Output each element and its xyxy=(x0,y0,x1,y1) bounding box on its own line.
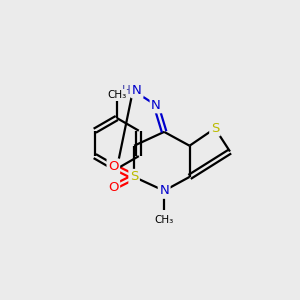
Text: O: O xyxy=(108,181,119,194)
Text: S: S xyxy=(130,170,138,183)
Text: CH₃: CH₃ xyxy=(107,89,126,100)
Text: S: S xyxy=(211,122,219,135)
Text: H: H xyxy=(122,84,131,97)
Text: N: N xyxy=(132,84,142,97)
Text: N: N xyxy=(151,99,161,112)
Text: O: O xyxy=(108,160,119,173)
Text: N: N xyxy=(159,184,169,197)
Text: CH₃: CH₃ xyxy=(154,214,174,225)
